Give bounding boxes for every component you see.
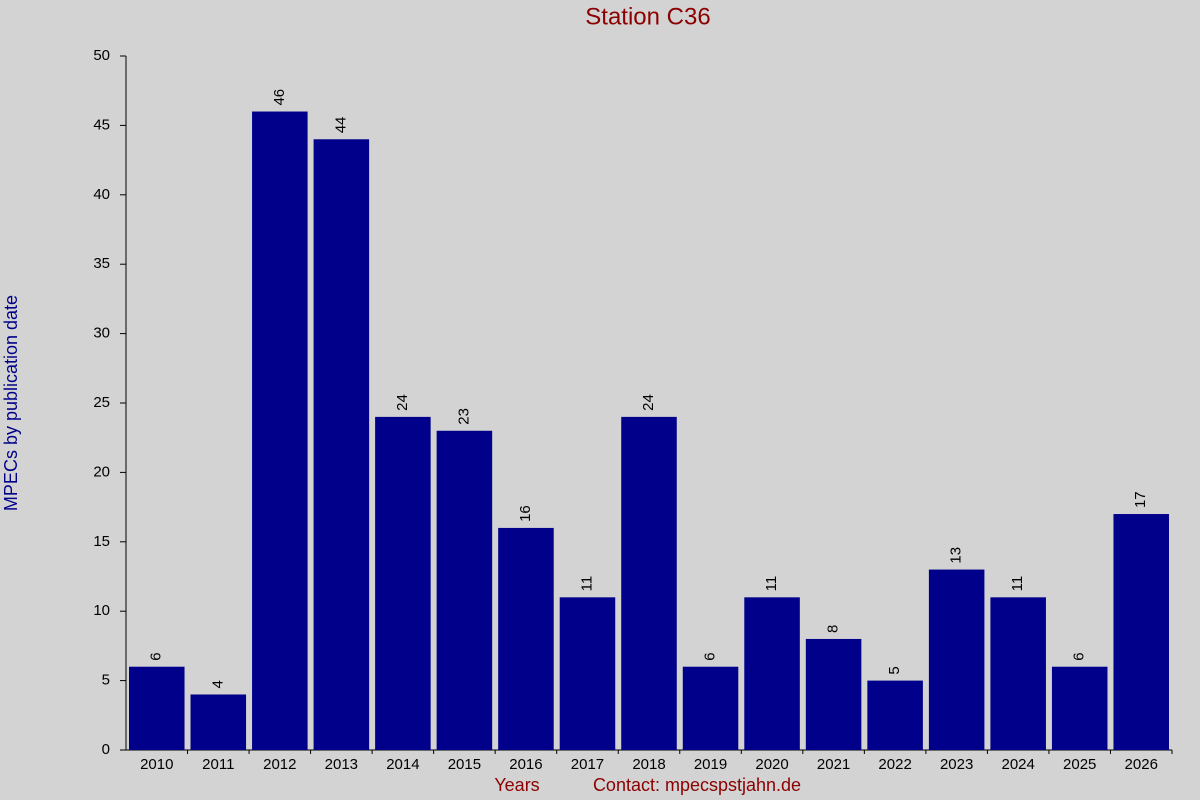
bar: [1051, 666, 1108, 750]
bar: [621, 416, 677, 750]
x-tick-label: 2024: [1001, 756, 1034, 773]
x-tick-label: 2011: [202, 756, 234, 773]
bar: [498, 527, 554, 750]
x-tick-label: 2012: [263, 756, 296, 773]
x-tick-label: 2016: [509, 756, 542, 773]
contact: Contact: mpecspstjahn.de: [593, 775, 801, 795]
data-label: 23: [455, 408, 472, 425]
x-tick-label: 2021: [817, 756, 850, 773]
data-label: 5: [886, 666, 903, 674]
y-tick-label: 15: [93, 533, 110, 550]
data-label: 24: [640, 394, 657, 411]
bar: [805, 638, 862, 750]
x-tick-label: 2018: [632, 756, 665, 773]
data-label: 6: [701, 652, 718, 660]
y-axis-label: MPECs by publication date: [1, 295, 21, 511]
x-tick-label: 2013: [325, 756, 358, 773]
bar: [436, 430, 493, 750]
chart-title: Station C36: [585, 3, 710, 30]
data-label: 44: [332, 117, 349, 134]
x-tick-label: 2015: [448, 756, 481, 773]
x-tick-label: 2020: [755, 756, 788, 773]
y-tick-label: 20: [93, 463, 110, 480]
bar: [375, 416, 431, 750]
x-tick-label: 2023: [940, 756, 973, 773]
x-tick-label: 2010: [140, 756, 173, 773]
bar: [313, 139, 370, 750]
data-label: 16: [517, 505, 534, 522]
data-label: 11: [1009, 576, 1026, 592]
y-tick-label: 50: [93, 47, 110, 64]
y-tick-label: 30: [93, 325, 110, 342]
y-tick-label: 0: [102, 741, 110, 758]
bar: [744, 597, 800, 750]
data-label: 13: [948, 547, 965, 564]
x-tick-label: 2014: [386, 756, 419, 773]
y-tick-label: 35: [93, 255, 110, 272]
bar: [1113, 514, 1169, 750]
bar: [252, 111, 308, 750]
y-tick-label: 45: [93, 116, 110, 133]
x-tick-label: 2019: [694, 756, 727, 773]
y-tick-label: 10: [93, 602, 110, 619]
data-label: 6: [148, 652, 165, 660]
x-tick-label: 2025: [1063, 756, 1096, 773]
data-label: 17: [1132, 491, 1149, 508]
bar: [682, 666, 739, 750]
bar: [129, 666, 185, 750]
x-tick-label: 2026: [1125, 756, 1158, 773]
data-label: 11: [578, 576, 595, 592]
data-label: 24: [394, 394, 411, 411]
bar: [990, 597, 1046, 750]
x-axis-label: Years: [494, 775, 539, 795]
y-tick-label: 25: [93, 394, 110, 411]
data-label: 11: [763, 576, 780, 592]
bar: [928, 569, 985, 750]
data-label: 6: [1071, 652, 1088, 660]
data-label: 8: [825, 625, 842, 633]
x-tick-label: 2022: [878, 756, 911, 773]
data-label: 4: [209, 680, 226, 688]
bar: [867, 680, 923, 750]
bar: [559, 597, 616, 750]
bar: [190, 694, 247, 750]
y-tick-label: 40: [93, 186, 110, 203]
x-tick-label: 2017: [571, 756, 604, 773]
data-label: 46: [271, 89, 288, 106]
y-tick-label: 5: [102, 672, 110, 689]
